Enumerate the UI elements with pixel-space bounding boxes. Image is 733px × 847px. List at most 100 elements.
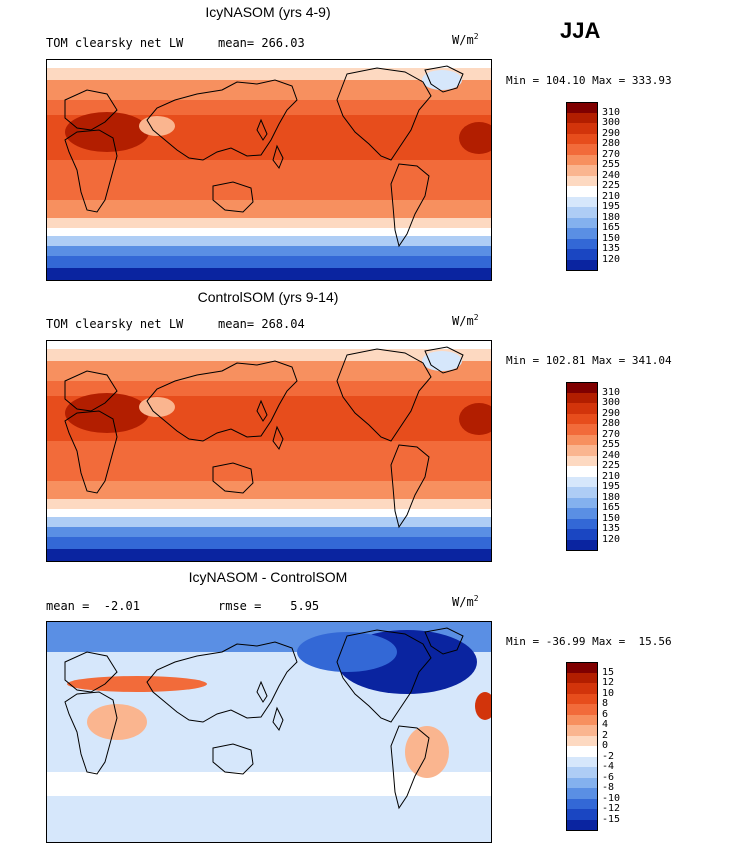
- field-blob: [422, 70, 462, 90]
- colorbar-swatch: [566, 777, 598, 788]
- colorbar-label: -2: [602, 750, 615, 762]
- panel-2-mean: mean= 268.04: [218, 317, 305, 331]
- colorbar-swatch: [566, 238, 598, 249]
- field-band: [47, 236, 491, 246]
- colorbar-label: -6: [602, 771, 615, 783]
- coastline: [336, 67, 432, 161]
- colorbar-label: 310: [602, 386, 621, 398]
- colorbar-swatch: [566, 466, 598, 477]
- colorbar-swatch: [566, 767, 598, 778]
- field-band: [47, 509, 491, 517]
- colorbar-label: 4: [602, 719, 609, 730]
- colorbar-label: 180: [602, 211, 621, 223]
- colorbar-swatch: [566, 196, 598, 207]
- colorbar-swatch: [566, 424, 598, 435]
- colorbar-label: -10: [602, 792, 621, 804]
- field-blob: [87, 704, 147, 740]
- field-band: [47, 381, 491, 396]
- field-band: [47, 60, 491, 68]
- colorbar-label: 290: [602, 407, 621, 419]
- colorbar-swatch: [566, 445, 598, 456]
- coastline: [146, 360, 298, 442]
- field-band: [47, 527, 491, 537]
- panel-1-mean: mean= 266.03: [218, 36, 305, 50]
- panel-2-field-label: TOM clearsky net LW: [46, 317, 184, 331]
- coastline: [390, 444, 430, 529]
- colorbar-label: 225: [602, 180, 621, 191]
- coastline: [256, 399, 268, 422]
- colorbar-swatch: [566, 497, 598, 508]
- colorbar-swatch: [566, 392, 598, 403]
- field-band: [47, 268, 491, 280]
- field-band: [47, 361, 491, 381]
- panel-2-minmax: Min = 102.81 Max = 341.04: [506, 354, 672, 367]
- coastline: [64, 651, 118, 693]
- panel-2-title: ControlSOM (yrs 9-14): [197, 289, 339, 305]
- field-band: [47, 349, 491, 361]
- field-band: [47, 549, 491, 561]
- panel-3-minmax: Min = -36.99 Max = 15.56: [506, 635, 672, 648]
- colorbar-label: 195: [602, 201, 621, 212]
- colorbar-swatch: [566, 539, 598, 551]
- colorbar-label: 270: [602, 428, 621, 440]
- field-band: [47, 200, 491, 218]
- field-band: [47, 160, 491, 200]
- coastline: [424, 627, 464, 655]
- colorbar-swatch: [566, 746, 598, 757]
- colorbar-label: 150: [602, 512, 621, 524]
- colorbar-label: 270: [602, 148, 621, 160]
- coastline: [146, 79, 298, 161]
- colorbar-swatch: [566, 144, 598, 155]
- panel-3-map-graphic: [47, 622, 491, 842]
- colorbar-label: 290: [602, 127, 621, 139]
- colorbar-swatch: [566, 756, 598, 767]
- field-band: [47, 537, 491, 549]
- colorbar-label: 210: [602, 190, 621, 202]
- field-blob: [65, 112, 149, 152]
- field-blob: [67, 676, 207, 692]
- colorbar-swatch: [566, 487, 598, 498]
- colorbar-label: 135: [602, 523, 621, 534]
- coastline: [336, 629, 432, 723]
- field-band: [47, 517, 491, 527]
- colorbar-label: 300: [602, 117, 621, 128]
- colorbar-swatch: [566, 207, 598, 218]
- panel-1-field-label: TOM clearsky net LW: [46, 36, 184, 50]
- colorbar-label: 2: [602, 729, 609, 741]
- field-blob: [405, 726, 449, 778]
- colorbar-swatch: [566, 672, 598, 683]
- colorbar-label: 135: [602, 243, 621, 254]
- coastline: [256, 118, 268, 141]
- coastline: [272, 144, 284, 170]
- panel-2-units: W/m2: [452, 313, 479, 328]
- coastline: [64, 129, 118, 213]
- colorbar-label: 8: [602, 698, 609, 709]
- panel-2-map-graphic: [47, 341, 491, 561]
- coastline: [390, 163, 430, 248]
- colorbar-swatch: [566, 819, 598, 831]
- colorbar-swatch: [566, 112, 598, 123]
- coastline: [146, 641, 298, 723]
- field-blob: [297, 632, 397, 672]
- field-band: [47, 256, 491, 268]
- colorbar-label: -4: [602, 761, 615, 772]
- coastline: [64, 370, 118, 412]
- coastline: [64, 691, 118, 775]
- field-band: [47, 481, 491, 499]
- colorbar-label: 165: [602, 502, 621, 513]
- field-band: [47, 499, 491, 509]
- coastline: [272, 425, 284, 451]
- colorbar-label: 225: [602, 460, 621, 471]
- colorbar-swatch: [566, 693, 598, 704]
- colorbar-swatch: [566, 249, 598, 260]
- colorbar-label: 10: [602, 687, 615, 699]
- colorbar-label: 12: [602, 677, 615, 688]
- colorbar-label: 310: [602, 106, 621, 118]
- panel-1-units: W/m2: [452, 32, 479, 47]
- panel-1-map-graphic: [47, 60, 491, 280]
- field-band: [47, 441, 491, 481]
- colorbar-swatch: [566, 508, 598, 519]
- colorbar-swatch: [566, 809, 598, 820]
- field-band: [47, 228, 491, 236]
- colorbar-swatch: [566, 102, 598, 114]
